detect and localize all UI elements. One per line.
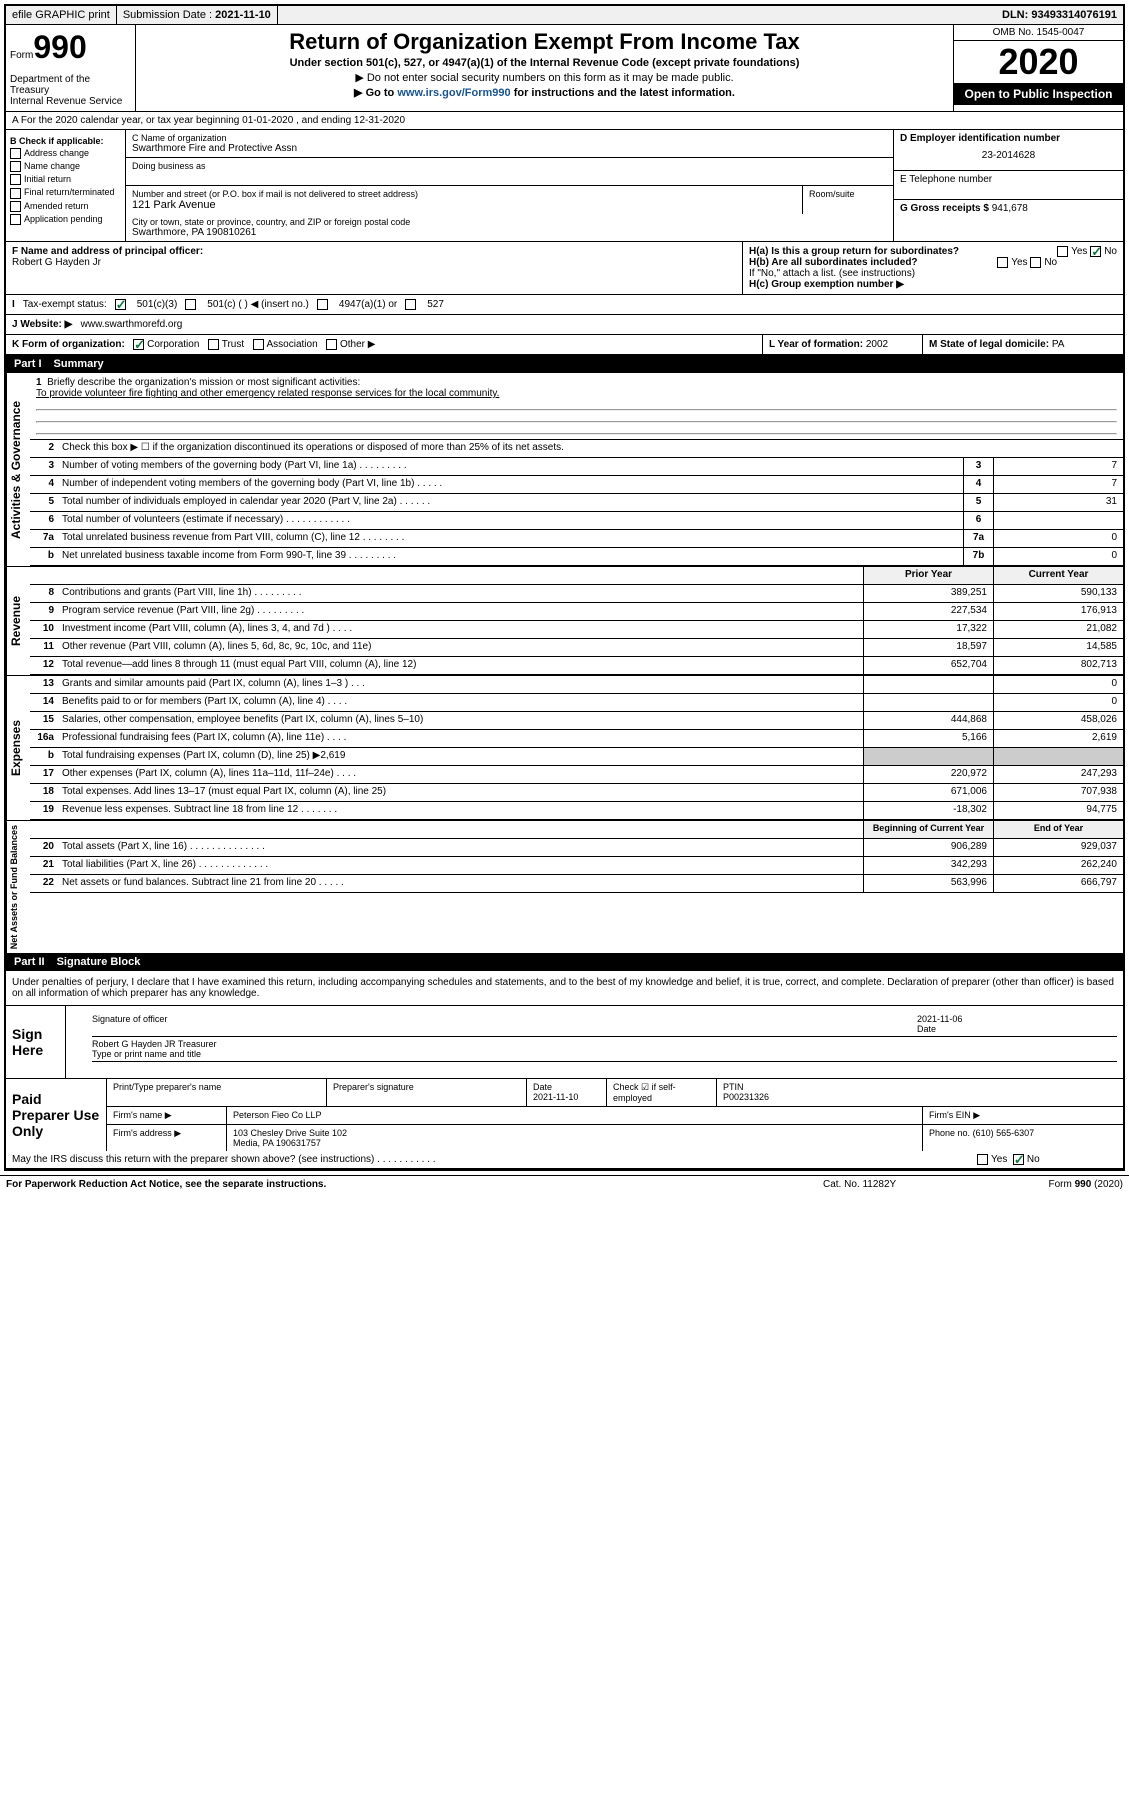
line-12: 12Total revenue—add lines 8 through 11 (… [30, 657, 1123, 675]
line-8: 8Contributions and grants (Part VIII, li… [30, 585, 1123, 603]
line-22: 22Net assets or fund balances. Subtract … [30, 875, 1123, 893]
line-20: 20Total assets (Part X, line 16) . . . .… [30, 839, 1123, 857]
line-19: 19Revenue less expenses. Subtract line 1… [30, 802, 1123, 820]
form-box: Form990 Department of the Treasury Inter… [6, 25, 136, 111]
part1-header: Part ISummary [6, 355, 1123, 373]
footer: For Paperwork Reduction Act Notice, see … [0, 1175, 1129, 1193]
na-label: Net Assets or Fund Balances [6, 821, 30, 953]
row-a: A For the 2020 calendar year, or tax yea… [6, 112, 1123, 130]
line-4: 4Number of independent voting members of… [30, 476, 1123, 494]
mission: 1 Briefly describe the organization's mi… [30, 373, 1123, 440]
line-11: 11Other revenue (Part VIII, column (A), … [30, 639, 1123, 657]
line-b: bTotal fundraising expenses (Part IX, co… [30, 748, 1123, 766]
part2-header: Part IISignature Block [6, 953, 1123, 971]
year-box: OMB No. 1545-0047 2020 Open to Public In… [953, 25, 1123, 111]
top-bar: efile GRAPHIC print Submission Date : 20… [6, 6, 1123, 25]
line-2: 2Check this box ▶ ☐ if the organization … [30, 440, 1123, 458]
website-row: J Website: ▶ www.swarthmorefd.org [6, 315, 1123, 335]
line-6: 6Total number of volunteers (estimate if… [30, 512, 1123, 530]
paid-preparer: Paid Preparer Use Only Print/Type prepar… [6, 1078, 1123, 1151]
exempt-row: I Tax-exempt status: 501(c)(3) 501(c) ( … [6, 295, 1123, 315]
line-13: 13Grants and similar amounts paid (Part … [30, 676, 1123, 694]
rev-label: Revenue [6, 567, 30, 675]
form-990-page: efile GRAPHIC print Submission Date : 20… [4, 4, 1125, 1171]
col-d: D Employer identification number23-20146… [893, 130, 1123, 241]
title-box: Return of Organization Exempt From Incom… [136, 25, 953, 111]
efile-label: efile GRAPHIC print [6, 6, 117, 24]
line-7a: 7aTotal unrelated business revenue from … [30, 530, 1123, 548]
sign-here: Sign Here Signature of officer2021-11-06… [6, 1005, 1123, 1078]
submission-date: Submission Date : 2021-11-10 [117, 6, 278, 24]
fh-row: F Name and address of principal officer:… [6, 242, 1123, 295]
line-15: 15Salaries, other compensation, employee… [30, 712, 1123, 730]
gov-label: Activities & Governance [6, 373, 30, 566]
line-3: 3Number of voting members of the governi… [30, 458, 1123, 476]
line-10: 10Investment income (Part VIII, column (… [30, 621, 1123, 639]
sig-declaration: Under penalties of perjury, I declare th… [6, 971, 1123, 1005]
line-14: 14Benefits paid to or for members (Part … [30, 694, 1123, 712]
col-b: B Check if applicable: Address change Na… [6, 130, 126, 241]
line-5: 5Total number of individuals employed in… [30, 494, 1123, 512]
line-17: 17Other expenses (Part IX, column (A), l… [30, 766, 1123, 784]
line-b: bNet unrelated business taxable income f… [30, 548, 1123, 566]
header-row: Form990 Department of the Treasury Inter… [6, 25, 1123, 112]
exp-label: Expenses [6, 676, 30, 820]
klm-row: K Form of organization: Corporation Trus… [6, 335, 1123, 355]
line-18: 18Total expenses. Add lines 13–17 (must … [30, 784, 1123, 802]
line-21: 21Total liabilities (Part X, line 26) . … [30, 857, 1123, 875]
line-16a: 16aProfessional fundraising fees (Part I… [30, 730, 1123, 748]
col-c: C Name of organizationSwarthmore Fire an… [126, 130, 893, 241]
section-bc: B Check if applicable: Address change Na… [6, 130, 1123, 242]
line-9: 9Program service revenue (Part VIII, lin… [30, 603, 1123, 621]
irs-link[interactable]: www.irs.gov/Form990 [397, 87, 510, 99]
dln: DLN: 93493314076191 [996, 6, 1123, 24]
